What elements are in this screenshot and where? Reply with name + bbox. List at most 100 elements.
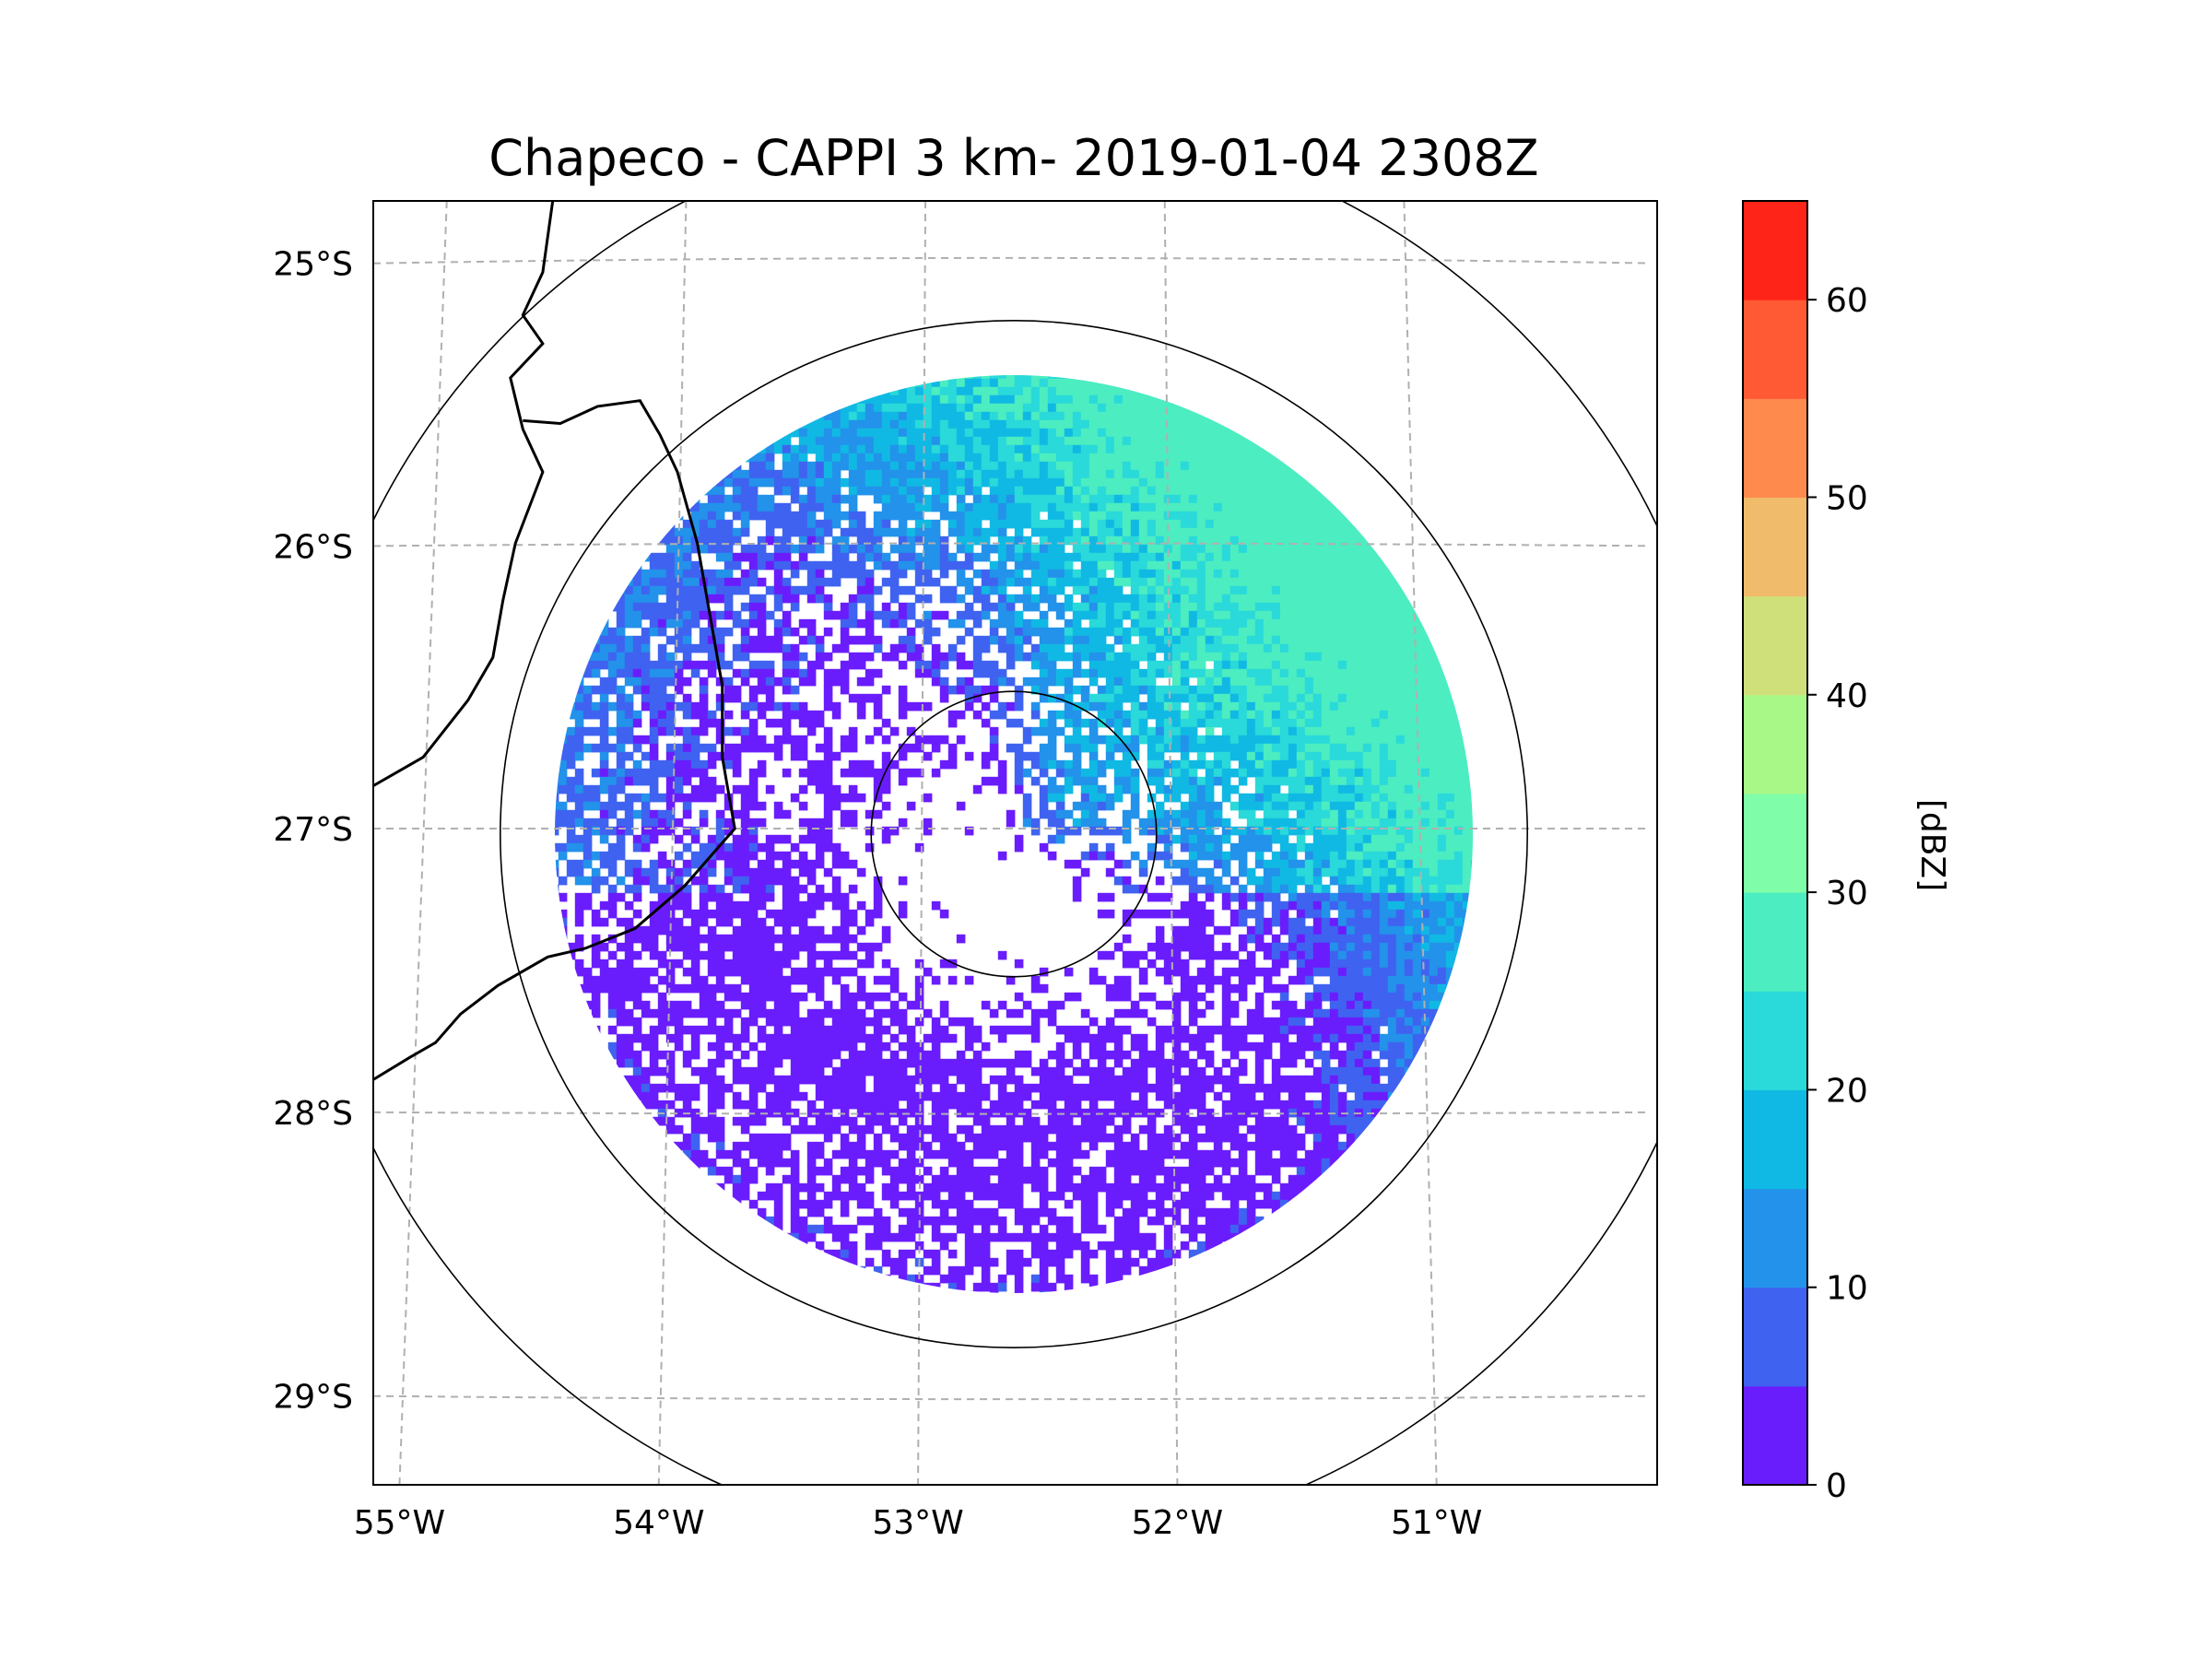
reflectivity-cell xyxy=(1072,411,1082,421)
reflectivity-cell xyxy=(1395,743,1406,753)
reflectivity-cell xyxy=(1420,735,1430,745)
reflectivity-cell xyxy=(1288,710,1298,720)
reflectivity-cell xyxy=(806,428,817,438)
reflectivity-cell xyxy=(1321,569,1331,579)
reflectivity-cell xyxy=(757,535,767,546)
reflectivity-cell xyxy=(1047,751,1057,761)
reflectivity-cell xyxy=(1155,486,1165,496)
reflectivity-cell xyxy=(740,618,750,629)
reflectivity-cell xyxy=(1354,735,1364,745)
reflectivity-cell xyxy=(1230,643,1240,653)
reflectivity-cell xyxy=(1171,809,1182,819)
reflectivity-cell xyxy=(1097,386,1107,396)
reflectivity-cell xyxy=(881,444,891,454)
reflectivity-cell xyxy=(881,826,891,836)
reflectivity-cell xyxy=(1163,436,1173,446)
reflectivity-cell xyxy=(649,577,659,587)
reflectivity-cell xyxy=(947,453,958,463)
reflectivity-cell xyxy=(1196,594,1206,604)
reflectivity-cell xyxy=(1230,569,1240,579)
reflectivity-cell xyxy=(997,453,1007,463)
reflectivity-cell xyxy=(715,735,725,745)
reflectivity-cell xyxy=(1288,486,1298,496)
reflectivity-cell xyxy=(1014,701,1024,712)
reflectivity-cell xyxy=(981,577,991,587)
reflectivity-cell xyxy=(1238,668,1248,678)
reflectivity-cell xyxy=(798,635,808,645)
reflectivity-cell xyxy=(1312,768,1323,778)
reflectivity-cell xyxy=(1246,494,1256,504)
reflectivity-cell xyxy=(740,809,750,819)
reflectivity-cell xyxy=(1113,386,1124,396)
reflectivity-cell xyxy=(665,768,676,778)
reflectivity-cell xyxy=(798,585,808,595)
reflectivity-cell xyxy=(840,453,850,463)
reflectivity-cell xyxy=(1404,793,1414,803)
reflectivity-cell xyxy=(1263,793,1273,803)
reflectivity-cell xyxy=(1014,403,1024,413)
reflectivity-cell xyxy=(898,436,908,446)
reflectivity-cell xyxy=(765,585,775,595)
reflectivity-cell xyxy=(748,776,759,786)
reflectivity-cell xyxy=(1130,560,1140,571)
reflectivity-cell xyxy=(1205,718,1215,728)
reflectivity-cell xyxy=(665,577,676,587)
reflectivity-cell xyxy=(773,577,783,587)
reflectivity-cell xyxy=(1337,743,1347,753)
reflectivity-cell xyxy=(1412,618,1422,629)
reflectivity-cell xyxy=(657,569,667,579)
reflectivity-cell xyxy=(1188,635,1198,645)
reflectivity-cell xyxy=(1296,552,1306,562)
reflectivity-cell xyxy=(1404,668,1414,678)
reflectivity-cell xyxy=(1337,519,1347,529)
reflectivity-cell xyxy=(1362,585,1372,595)
reflectivity-cell xyxy=(1022,585,1032,595)
reflectivity-cell xyxy=(1180,668,1190,678)
reflectivity-cell xyxy=(1180,809,1190,819)
reflectivity-cell xyxy=(1205,635,1215,645)
reflectivity-cell xyxy=(1445,735,1455,745)
reflectivity-cell xyxy=(1130,809,1140,819)
reflectivity-cell xyxy=(1130,411,1140,421)
reflectivity-cell xyxy=(1371,735,1381,745)
reflectivity-cell xyxy=(989,693,999,703)
reflectivity-cell xyxy=(757,660,767,670)
reflectivity-cell xyxy=(1180,511,1190,521)
reflectivity-cell xyxy=(682,701,692,712)
reflectivity-cell xyxy=(1196,461,1206,471)
reflectivity-cell xyxy=(765,560,775,571)
reflectivity-cell xyxy=(914,552,924,562)
reflectivity-cell xyxy=(1321,693,1331,703)
reflectivity-cell xyxy=(1171,544,1182,554)
reflectivity-cell xyxy=(939,502,949,512)
reflectivity-cell xyxy=(1130,801,1140,811)
reflectivity-cell xyxy=(1246,759,1256,770)
reflectivity-cell xyxy=(906,511,916,521)
reflectivity-cell xyxy=(914,502,924,512)
reflectivity-cell xyxy=(582,826,593,836)
reflectivity-cell xyxy=(1213,585,1223,595)
reflectivity-cell xyxy=(1304,784,1314,794)
reflectivity-cell xyxy=(574,818,584,828)
reflectivity-cell xyxy=(823,677,833,687)
reflectivity-cell xyxy=(1337,602,1347,612)
reflectivity-cell xyxy=(1088,784,1099,794)
reflectivity-cell xyxy=(856,552,866,562)
reflectivity-cell xyxy=(748,693,759,703)
reflectivity-cell xyxy=(1296,826,1306,836)
reflectivity-cell xyxy=(665,818,676,828)
reflectivity-cell xyxy=(1312,735,1323,745)
reflectivity-cell xyxy=(724,726,734,736)
reflectivity-cell xyxy=(1006,477,1016,488)
reflectivity-cell xyxy=(1180,759,1190,770)
reflectivity-cell xyxy=(1246,685,1256,695)
reflectivity-cell xyxy=(1196,652,1206,662)
reflectivity-cell xyxy=(1097,453,1107,463)
reflectivity-cell xyxy=(972,668,982,678)
reflectivity-cell xyxy=(665,560,676,571)
reflectivity-cell xyxy=(1429,701,1439,712)
reflectivity-cell xyxy=(1379,768,1389,778)
reflectivity-cell xyxy=(1354,793,1364,803)
reflectivity-cell xyxy=(923,569,933,579)
reflectivity-cell xyxy=(956,560,966,571)
